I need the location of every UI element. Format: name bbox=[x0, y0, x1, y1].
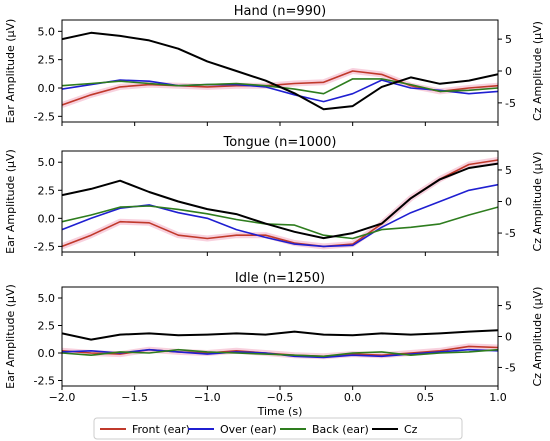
series-line-back-ear bbox=[62, 348, 498, 358]
y-tick-label: 2.5 bbox=[38, 320, 56, 333]
y-tick-label: 0.0 bbox=[38, 347, 56, 360]
y-tick-label: 5.0 bbox=[38, 156, 56, 169]
y-tick-label: -2.5 bbox=[34, 375, 55, 388]
y-tick-label: 0.0 bbox=[38, 212, 56, 225]
series-line-front-ear bbox=[62, 159, 498, 248]
y-right-tick-label: -5 bbox=[505, 97, 516, 110]
legend: Front (ear) Over (ear) Back (ear) Cz bbox=[93, 417, 463, 440]
y-right-axis-label: Cz Amplitude (μV) bbox=[531, 21, 544, 121]
series-line-back-ear bbox=[62, 205, 498, 240]
legend-box bbox=[93, 417, 463, 440]
x-axis-label: Time (s) bbox=[257, 405, 303, 418]
y-right-tick-label: 5 bbox=[505, 33, 512, 46]
panel-1: Tongue (n=1000) 5.0 2.5 0.0 -2.5 5 0 -5 Ear Ampl… bbox=[4, 135, 544, 256]
x-tick-label: −2.0 bbox=[49, 391, 76, 404]
legend-label: Front (ear) bbox=[132, 423, 190, 436]
panel-title: Tongue (n=1000) bbox=[223, 135, 337, 150]
plot-frame bbox=[61, 19, 499, 123]
y-axis-label: Ear Amplitude (μV) bbox=[4, 284, 17, 389]
y-tick-label: 5.0 bbox=[38, 292, 56, 305]
y-right-tick-label: 5 bbox=[505, 300, 512, 313]
y-right-tick-label: 0 bbox=[505, 65, 512, 78]
panel-title: Hand (n=990) bbox=[234, 4, 326, 19]
x-tick-label: −1.5 bbox=[121, 391, 148, 404]
legend-label: Over (ear) bbox=[220, 423, 277, 436]
y-axis-label: Ear Amplitude (μV) bbox=[4, 19, 17, 124]
panel-2: Idle (n=1250) 5.0 2.5 0.0 -2.5 5 0 -5 −2.0 −1.5 −1… bbox=[4, 271, 544, 418]
y-tick-label: 2.5 bbox=[38, 54, 56, 67]
x-tick-label: 0.0 bbox=[344, 391, 362, 404]
series-line-over-ear bbox=[62, 79, 498, 103]
legend-label: Back (ear) bbox=[312, 423, 369, 436]
y-tick-label: 2.5 bbox=[38, 184, 56, 197]
x-tick-label: −0.5 bbox=[267, 391, 294, 404]
y-tick-label: -2.5 bbox=[34, 110, 55, 123]
y-right-axis-label: Cz Amplitude (μV) bbox=[531, 287, 544, 387]
y-right-tick-label: -5 bbox=[505, 227, 516, 240]
x-tick-label: 1.0 bbox=[489, 391, 507, 404]
y-axis-label: Ear Amplitude (μV) bbox=[4, 149, 17, 254]
y-right-tick-label: 5 bbox=[505, 164, 512, 177]
y-tick-label: 0.0 bbox=[38, 82, 56, 95]
front-ear-band bbox=[62, 157, 498, 250]
x-tick-label: −1.0 bbox=[194, 391, 221, 404]
series-line-cz bbox=[62, 162, 498, 240]
y-tick-label: -2.5 bbox=[34, 240, 55, 253]
y-right-tick-label: 0 bbox=[505, 331, 512, 344]
series-line-cz bbox=[62, 31, 498, 111]
y-tick-label: 5.0 bbox=[38, 25, 56, 38]
x-tick-label: 0.5 bbox=[417, 391, 435, 404]
panel-0: Hand (n=990) 5.0 2.5 0.0 -2.5 5 0 -5 Ear Amplitu… bbox=[4, 4, 544, 126]
panel-title: Idle (n=1250) bbox=[235, 271, 325, 286]
y-right-tick-label: 0 bbox=[505, 196, 512, 209]
series-line-cz bbox=[62, 329, 498, 341]
y-right-axis-label: Cz Amplitude (μV) bbox=[531, 152, 544, 252]
plot-frame bbox=[61, 286, 499, 387]
y-right-tick-label: -5 bbox=[505, 361, 516, 374]
legend-label: Cz bbox=[404, 423, 418, 436]
